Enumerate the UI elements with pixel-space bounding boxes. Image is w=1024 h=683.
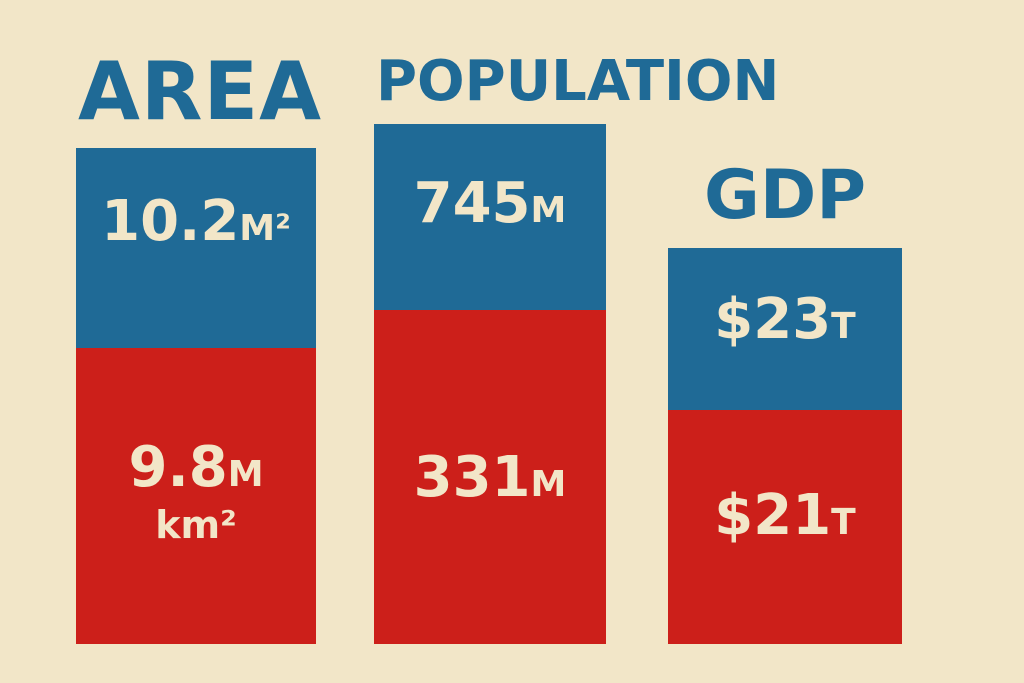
bar-area-red-label: 9.8M km² bbox=[128, 435, 264, 547]
bar-gdp-blue-label: $23T bbox=[714, 287, 856, 352]
bar-population-red-label: 331M bbox=[413, 445, 567, 510]
bar-area-blue-label: 10.2M² bbox=[101, 189, 291, 254]
bar-population-blue-label: 745M bbox=[413, 171, 567, 236]
category-title-gdp: GDP bbox=[704, 156, 867, 235]
bar-area-red-segment bbox=[76, 348, 316, 644]
bar-area-blue-segment bbox=[76, 148, 316, 348]
bar-population: 745M 331M bbox=[374, 124, 606, 644]
bar-gdp: $23T $21T bbox=[668, 248, 902, 644]
bar-population-blue-segment bbox=[374, 124, 606, 310]
category-title-population: POPULATION bbox=[376, 49, 780, 114]
category-title-area: AREA bbox=[78, 45, 323, 138]
bar-area: 10.2M² 9.8M km² bbox=[76, 148, 316, 644]
bar-gdp-red-segment bbox=[668, 410, 902, 644]
bar-gdp-red-label: $21T bbox=[714, 483, 856, 548]
bar-gdp-blue-segment bbox=[668, 248, 902, 410]
bar-population-red-segment bbox=[374, 310, 606, 644]
